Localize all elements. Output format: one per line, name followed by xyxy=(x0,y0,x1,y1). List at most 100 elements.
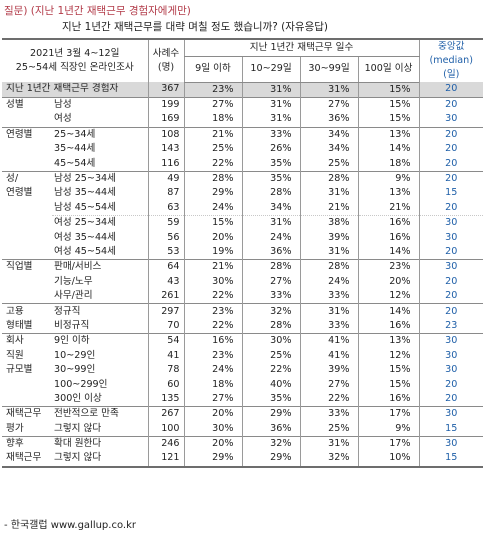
pct-30-99: 31% xyxy=(299,82,358,98)
case-count: 143 xyxy=(147,142,184,157)
median-value: 30 xyxy=(418,259,484,275)
results-table: 2021년 3월 4~12일 25~54세 직장인 온라인조사 사례수 (명) … xyxy=(2,38,484,468)
pct-100-plus: 14% xyxy=(357,303,420,319)
median-value: 30 xyxy=(418,333,484,349)
median-header: 중앙값 (median) (일) xyxy=(418,38,484,82)
segment-label: 45~54세 xyxy=(54,157,96,169)
pct-30-99: 34% xyxy=(299,126,358,143)
pct-30-99: 32% xyxy=(299,451,358,468)
pct-100-plus: 10% xyxy=(357,451,420,468)
table-row: 사무/관리 261 22% 33% 33% 12% 20 xyxy=(2,288,484,304)
group-label: 연령별 xyxy=(2,126,52,143)
case-count: 108 xyxy=(147,126,184,143)
pct-10-29: 31% xyxy=(241,82,300,98)
segment-label: 100~299인 xyxy=(54,378,108,390)
pct-100-plus: 17% xyxy=(357,435,420,452)
pct-100-plus: 12% xyxy=(357,348,420,363)
col-header-10-29: 10~29일 xyxy=(241,56,300,83)
pct-9-or-less: 15% xyxy=(183,215,242,231)
median-value: 15 xyxy=(418,186,484,201)
case-count: 70 xyxy=(147,318,184,334)
group-label: 고용 xyxy=(2,303,52,319)
case-count: 367 xyxy=(147,82,184,98)
cases-header: 사례수 (명) xyxy=(147,38,184,82)
median-value: 20 xyxy=(418,200,484,216)
pct-10-29: 36% xyxy=(241,244,300,260)
median-value: 20 xyxy=(418,82,484,98)
group-label: 직업별 xyxy=(2,259,52,275)
case-count: 169 xyxy=(147,112,184,128)
pct-10-29: 25% xyxy=(241,348,300,363)
group-label: 재택근무 xyxy=(2,451,52,468)
days-group-header: 지난 1년간 재택근무 일수 xyxy=(183,38,420,58)
group-label: 연령별 xyxy=(6,187,33,199)
group-label xyxy=(2,275,52,289)
pct-10-29: 31% xyxy=(241,96,300,113)
segment-label: 그렇지 않다 xyxy=(52,451,148,468)
pct-10-29: 28% xyxy=(241,259,300,275)
pct-10-29: 27% xyxy=(241,274,300,289)
segment-label: 여성 45~54세 xyxy=(54,245,116,257)
segment-label: 판매/서비스 xyxy=(52,259,148,275)
pct-9-or-less: 21% xyxy=(183,126,242,143)
pct-100-plus: 16% xyxy=(357,230,420,245)
case-count: 87 xyxy=(147,186,184,201)
case-count: 267 xyxy=(147,406,184,422)
group-label xyxy=(2,201,52,216)
pct-100-plus: 16% xyxy=(357,391,420,407)
pct-100-plus: 9% xyxy=(357,170,420,187)
pct-100-plus: 15% xyxy=(357,96,420,113)
case-count: 60 xyxy=(147,377,184,392)
pct-100-plus: 15% xyxy=(357,362,420,378)
median-value: 30 xyxy=(418,362,484,378)
table-row: 재택근무 전반적으로 만족 267 20% 29% 33% 17% 30 xyxy=(2,406,484,422)
pct-10-29: 32% xyxy=(241,435,300,452)
pct-100-plus: 16% xyxy=(357,215,420,231)
cases-label: 사례수 xyxy=(152,48,180,59)
table-row: 평가 그렇지 않다 100 30% 36% 25% 9% 15 xyxy=(2,421,484,437)
case-count: 54 xyxy=(147,333,184,349)
group-label xyxy=(2,142,52,156)
table-row: 직원 10~29인 41 23% 25% 41% 12% 30 xyxy=(2,348,484,363)
median-value: 20 xyxy=(418,156,484,172)
group-label: 평가 xyxy=(6,422,24,434)
segment-label: 남성 xyxy=(52,96,148,113)
pct-9-or-less: 22% xyxy=(183,156,242,172)
question-line-2: 지난 1년간 재택근무를 대략 며칠 정도 했습니까? (자유응답) xyxy=(62,21,328,33)
pct-9-or-less: 30% xyxy=(183,421,242,437)
group-label: 재택근무 xyxy=(2,406,52,422)
median-value: 20 xyxy=(418,288,484,304)
pct-10-29: 24% xyxy=(241,230,300,245)
case-count: 63 xyxy=(147,200,184,216)
segment-label: 그렇지 않다 xyxy=(54,422,102,434)
median-value: 20 xyxy=(418,142,484,157)
pct-100-plus: 17% xyxy=(357,406,420,422)
median-value: 30 xyxy=(418,406,484,422)
pct-9-or-less: 23% xyxy=(183,348,242,363)
group-label xyxy=(2,245,52,260)
pct-10-29: 35% xyxy=(241,391,300,407)
pct-30-99: 39% xyxy=(299,362,358,378)
pct-30-99: 28% xyxy=(299,170,358,187)
pct-9-or-less: 29% xyxy=(183,186,242,201)
pct-30-99: 21% xyxy=(299,200,358,216)
pct-100-plus: 14% xyxy=(357,244,420,260)
median-value: 15 xyxy=(418,421,484,437)
pct-10-29: 40% xyxy=(241,377,300,392)
segment-label: 기능/노무 xyxy=(54,275,93,287)
median-label: 중앙값 xyxy=(438,41,465,52)
median-value: 30 xyxy=(418,348,484,363)
survey-date: 2021년 3월 4~12일 xyxy=(30,48,120,59)
pct-9-or-less: 20% xyxy=(183,230,242,245)
case-count: 78 xyxy=(147,362,184,378)
case-count: 100 xyxy=(147,421,184,437)
table-row: 성별 남성 199 27% 31% 27% 15% 20 xyxy=(2,96,484,113)
pct-30-99: 31% xyxy=(299,435,358,452)
pct-30-99: 34% xyxy=(299,142,358,157)
median-sublabel: (median) xyxy=(429,55,473,66)
pct-30-99: 33% xyxy=(299,318,358,334)
segment-label: 남성 25~34세 xyxy=(52,170,148,187)
pct-100-plus: 15% xyxy=(357,377,420,392)
table-row: 300인 이상 135 27% 35% 22% 16% 20 xyxy=(2,391,484,407)
